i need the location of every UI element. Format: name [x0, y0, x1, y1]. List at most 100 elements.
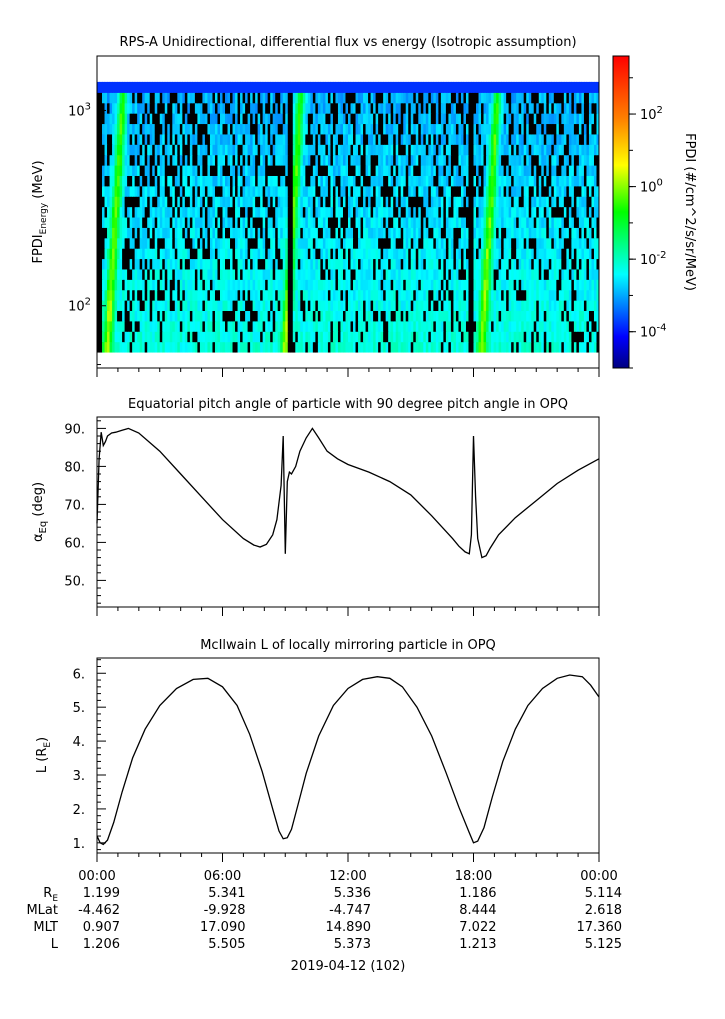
- heatmap-cell: [209, 196, 214, 208]
- heatmap-cell: [450, 237, 455, 249]
- heatmap-cell: [521, 320, 525, 332]
- heatmap-cell: [403, 175, 407, 187]
- heatmap-cell: [476, 144, 480, 156]
- heatmap-cell: [541, 175, 545, 187]
- heatmap-cell: [593, 279, 598, 291]
- heatmap-cell: [232, 248, 236, 260]
- heatmap-cell: [217, 248, 221, 260]
- heatmap-cell: [528, 216, 532, 228]
- heatmap-cell: [290, 320, 294, 332]
- heatmap-cell: [553, 196, 557, 208]
- heatmap-cell: [232, 320, 236, 332]
- heatmap-cell: [403, 185, 407, 197]
- heatmap-cell: [473, 123, 477, 135]
- heatmap-cell: [360, 206, 364, 218]
- heatmap-cell: [413, 102, 417, 114]
- heatmap-cell: [255, 279, 259, 291]
- heatmap-cell: [501, 279, 505, 291]
- heatmap-cell: [566, 113, 570, 125]
- heatmap-cell: [275, 268, 279, 280]
- heatmap-cell: [327, 289, 332, 301]
- heatmap-cell: [270, 268, 274, 280]
- heatmap-cell: [380, 113, 384, 125]
- heatmap-cell: [342, 133, 347, 145]
- heatmap-cell: [353, 227, 357, 239]
- heatmap-cell: [450, 331, 455, 343]
- heatmap-cell: [325, 206, 329, 218]
- heatmap-cell: [312, 206, 316, 218]
- heatmap-cell: [207, 279, 211, 291]
- heatmap-cell: [295, 92, 299, 104]
- heatmap-cell: [486, 331, 490, 343]
- heatmap-cell: [408, 279, 412, 291]
- heatmap-cell: [468, 185, 472, 197]
- heatmap-cell: [277, 320, 281, 332]
- heatmap-cell: [310, 196, 314, 208]
- heatmap-cell: [99, 320, 103, 332]
- heatmap-cell: [164, 237, 168, 249]
- heatmap-cell: [320, 92, 324, 104]
- heatmap-cell: [214, 310, 219, 322]
- heatmap-cell: [192, 102, 196, 114]
- heatmap-cell: [478, 206, 482, 218]
- heatmap-cell: [506, 164, 510, 176]
- heatmap-cell: [448, 268, 452, 280]
- heatmap-cell: [478, 341, 482, 353]
- heatmap-cell: [503, 227, 507, 239]
- heatmap-cell: [491, 216, 495, 228]
- heatmap-cell: [112, 144, 116, 156]
- heatmap-cell: [297, 133, 301, 145]
- heatmap-cell: [465, 185, 470, 197]
- heatmap-cell: [571, 92, 575, 104]
- heatmap-cell: [576, 92, 580, 104]
- heatmap-cell: [528, 164, 532, 176]
- heatmap-cell: [235, 185, 239, 197]
- heatmap-cell: [400, 175, 404, 187]
- heatmap-cell: [375, 237, 379, 249]
- heatmap-cell: [556, 133, 560, 145]
- heatmap-cell: [152, 185, 156, 197]
- heatmap-cell: [124, 185, 128, 197]
- heatmap-cell: [455, 279, 460, 291]
- heatmap-cell: [380, 289, 384, 301]
- heatmap-cell: [481, 133, 485, 145]
- heatmap-cell: [528, 227, 532, 239]
- heatmap-cell: [217, 320, 221, 332]
- heatmap-cell: [373, 164, 377, 176]
- heatmap-cell: [237, 123, 241, 135]
- heatmap-cell: [375, 227, 379, 239]
- heatmap-cell: [260, 175, 264, 187]
- heatmap-cell: [320, 331, 324, 343]
- heatmap-cell: [345, 164, 349, 176]
- heatmap-cell: [423, 123, 427, 135]
- heatmap-cell: [194, 331, 198, 343]
- heatmap-cell: [327, 154, 332, 166]
- heatmap-cell: [370, 133, 374, 145]
- heatmap-cell: [285, 175, 289, 187]
- heatmap-cell: [478, 331, 482, 343]
- heatmap-cell: [169, 258, 173, 270]
- heatmap-cell: [455, 331, 460, 343]
- heatmap-cell: [154, 175, 158, 187]
- heatmap-cell: [576, 164, 580, 176]
- heatmap-cell: [393, 175, 397, 187]
- heatmap-cell: [483, 123, 487, 135]
- heatmap-cell: [440, 185, 444, 197]
- heatmap-cell: [460, 123, 465, 135]
- heatmap-cell: [209, 154, 214, 166]
- heatmap-cell: [227, 331, 231, 343]
- heatmap-cell: [144, 102, 148, 114]
- heatmap-cell: [395, 258, 399, 270]
- heatmap-cell: [423, 310, 427, 322]
- heatmap-cell: [483, 164, 487, 176]
- heatmap-cell: [551, 175, 555, 187]
- heatmap-cell: [468, 227, 472, 239]
- heatmap-cell: [222, 113, 226, 125]
- heatmap-cell: [159, 154, 163, 166]
- heatmap-cell: [488, 258, 492, 270]
- heatmap-cell: [486, 289, 490, 301]
- heatmap-cell: [476, 123, 480, 135]
- heatmap-cell: [325, 92, 329, 104]
- heatmap-cell: [455, 102, 460, 114]
- heatmap-cell: [174, 92, 178, 104]
